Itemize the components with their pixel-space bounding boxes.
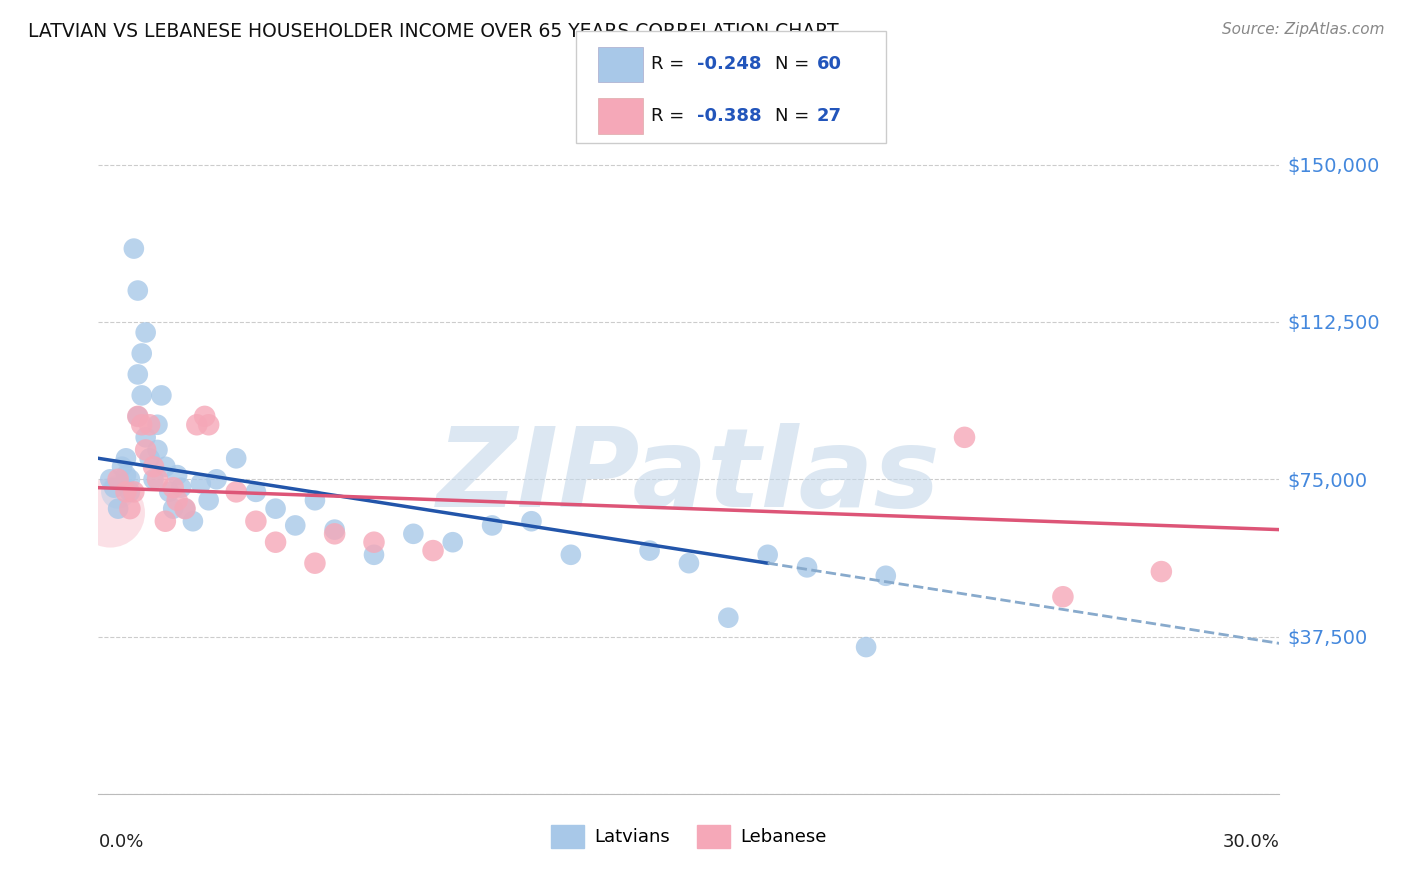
Point (520, 514, 543, 528)
Text: N =: N = (775, 55, 814, 73)
Point (441, 535, 464, 549)
Point (284, 518, 307, 533)
Point (363, 535, 385, 549)
Point (678, 556, 700, 570)
Point (135, 442, 157, 457)
Point (115, 451, 138, 466)
Point (122, 242, 145, 256)
Point (638, 543, 661, 558)
Point (135, 326, 157, 340)
Point (1052, 590, 1074, 604)
Point (127, 284, 149, 298)
Point (197, 493, 219, 508)
Point (166, 468, 188, 483)
Point (115, 468, 138, 483)
Point (115, 484, 138, 499)
Point (560, 548, 582, 562)
Point (225, 484, 247, 499)
Point (107, 484, 129, 499)
Point (166, 493, 188, 508)
Point (127, 368, 149, 382)
Point (1150, 565, 1173, 579)
Point (304, 493, 326, 508)
Point (225, 451, 247, 466)
Legend: Latvians, Lebanese: Latvians, Lebanese (544, 818, 834, 855)
Point (796, 560, 818, 574)
Text: N =: N = (775, 107, 814, 125)
Point (146, 417, 169, 432)
Point (162, 501, 184, 516)
Point (138, 451, 160, 466)
Point (142, 459, 165, 474)
Point (174, 501, 197, 516)
Point (481, 518, 503, 533)
Point (205, 472, 228, 486)
Point (181, 514, 204, 528)
Point (363, 548, 385, 562)
Point (118, 501, 141, 516)
Point (118, 484, 141, 499)
Point (131, 417, 153, 432)
Point (111, 459, 134, 474)
Point (170, 481, 193, 495)
Point (756, 548, 779, 562)
Point (190, 476, 212, 491)
Point (197, 417, 219, 432)
Point (245, 484, 267, 499)
Text: 27: 27 (817, 107, 842, 125)
Text: LATVIAN VS LEBANESE HOUSEHOLDER INCOME OVER 65 YEARS CORRELATION CHART: LATVIAN VS LEBANESE HOUSEHOLDER INCOME O… (28, 22, 839, 41)
Point (186, 417, 208, 432)
Point (146, 472, 169, 486)
Point (122, 484, 145, 499)
Point (422, 543, 444, 558)
Point (138, 417, 160, 432)
Point (118, 472, 141, 486)
Point (127, 409, 149, 424)
Point (131, 388, 153, 402)
Point (304, 556, 326, 570)
Point (155, 514, 177, 528)
Point (131, 346, 153, 360)
Text: -0.248: -0.248 (697, 55, 762, 73)
Point (855, 640, 877, 654)
Point (150, 388, 173, 402)
Point (264, 535, 287, 549)
Text: R =: R = (651, 55, 690, 73)
Point (264, 501, 287, 516)
Point (875, 568, 897, 582)
Text: ZIPatlas: ZIPatlas (437, 424, 941, 530)
Point (194, 409, 217, 424)
Point (717, 610, 740, 624)
Point (157, 484, 180, 499)
Point (107, 472, 129, 486)
Point (162, 481, 184, 495)
Point (135, 430, 157, 444)
Point (155, 459, 177, 474)
Text: 60: 60 (817, 55, 842, 73)
Point (323, 526, 346, 541)
Text: R =: R = (651, 107, 690, 125)
Point (323, 523, 346, 537)
Point (146, 442, 169, 457)
Point (953, 430, 976, 444)
Point (98, 472, 121, 486)
Point (107, 501, 129, 516)
Point (98, 506, 121, 520)
Text: 0.0%: 0.0% (98, 832, 143, 851)
Text: Source: ZipAtlas.com: Source: ZipAtlas.com (1222, 22, 1385, 37)
Text: -0.388: -0.388 (697, 107, 762, 125)
Point (174, 501, 197, 516)
Text: 30.0%: 30.0% (1223, 832, 1279, 851)
Point (245, 514, 267, 528)
Point (127, 409, 149, 424)
Point (142, 472, 165, 486)
Point (103, 481, 125, 495)
Point (402, 526, 425, 541)
